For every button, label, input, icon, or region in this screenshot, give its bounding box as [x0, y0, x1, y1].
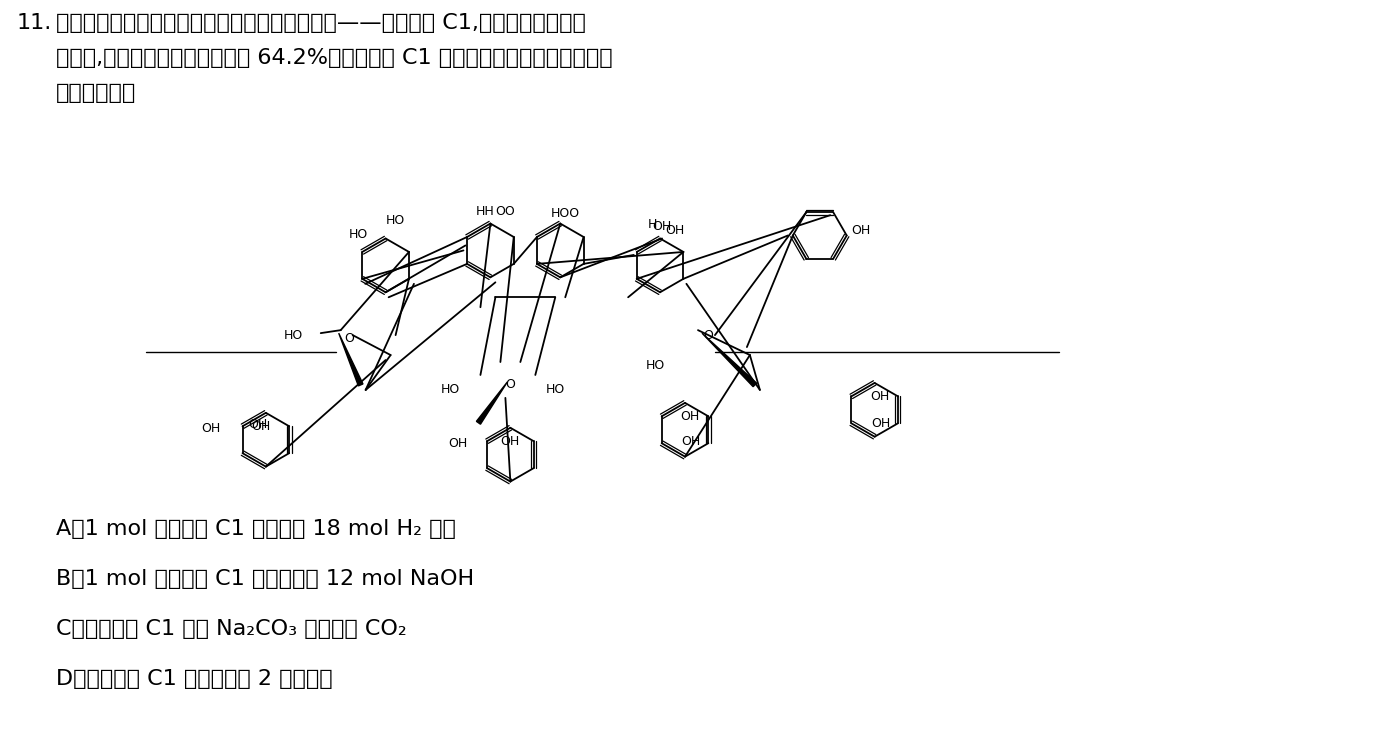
Text: OH: OH: [870, 390, 890, 403]
Text: OH: OH: [652, 220, 671, 233]
Text: OH: OH: [680, 411, 699, 423]
Text: D．原花青素 C1 分子内含有 2 种官能团: D．原花青素 C1 分子内含有 2 种官能团: [56, 669, 332, 689]
Text: HO: HO: [386, 214, 406, 227]
Text: HOO: HOO: [550, 207, 580, 220]
Text: OH: OH: [500, 436, 520, 448]
Text: 老细胞,有效使实验鼠的寿命延长 64.2%。原花青素 C1 的结构简式如图所示。下列说: 老细胞,有效使实验鼠的寿命延长 64.2%。原花青素 C1 的结构简式如图所示。…: [56, 48, 613, 68]
Text: HO: HO: [645, 359, 664, 372]
Text: C．原花青素 C1 能与 Na₂CO₃ 反应放出 CO₂: C．原花青素 C1 能与 Na₂CO₃ 反应放出 CO₂: [56, 619, 407, 639]
Text: OH: OH: [252, 420, 271, 433]
Text: OH: OH: [664, 224, 684, 237]
Text: OH: OH: [872, 417, 891, 430]
Text: HO: HO: [546, 384, 564, 397]
Text: H: H: [648, 218, 656, 231]
Text: A．1 mol 原花青素 C1 最多能与 18 mol H₂ 反应: A．1 mol 原花青素 C1 最多能与 18 mol H₂ 反应: [56, 520, 456, 539]
Text: 法不正确的是: 法不正确的是: [56, 83, 136, 103]
Text: OH: OH: [852, 224, 872, 237]
Polygon shape: [477, 382, 507, 425]
Text: HO: HO: [349, 228, 368, 241]
Text: HH: HH: [475, 205, 495, 218]
Text: 我国某科研团队发现葡萄籽中的一种天然化合物——原花青素 C1,该物质能破坏促衰: 我国某科研团队发现葡萄籽中的一种天然化合物——原花青素 C1,该物质能破坏促衰: [56, 13, 587, 34]
Polygon shape: [702, 333, 756, 386]
Text: O: O: [506, 378, 516, 392]
Text: HO: HO: [441, 384, 460, 397]
Text: 11.: 11.: [17, 13, 51, 34]
Text: O: O: [343, 332, 353, 345]
Text: OH: OH: [681, 435, 701, 448]
Text: OH: OH: [247, 418, 267, 430]
Text: OO: OO: [495, 205, 516, 218]
Text: HO: HO: [284, 329, 303, 342]
Text: OH: OH: [448, 437, 467, 449]
Text: O: O: [703, 329, 713, 342]
Polygon shape: [339, 333, 363, 386]
Text: B．1 mol 原花青素 C1 最多能消耗 12 mol NaOH: B．1 mol 原花青素 C1 最多能消耗 12 mol NaOH: [56, 569, 474, 589]
Text: OH: OH: [202, 422, 221, 435]
